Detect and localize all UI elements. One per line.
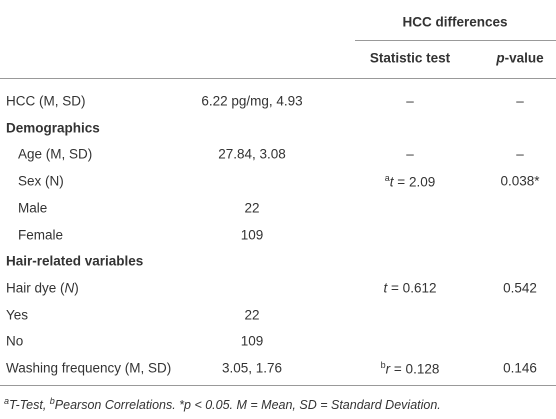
text-segment: = 0.612 [387, 280, 437, 296]
text-segment: ) [74, 280, 79, 296]
text-segment: a [384, 172, 390, 183]
row-label: HCC (M, SD) [6, 93, 86, 109]
text-segment: b [380, 359, 386, 370]
row-label: Demographics [6, 120, 100, 136]
row-label: Hair dye (N) [6, 280, 79, 295]
row-label: Male [18, 200, 48, 216]
p-cell: – [516, 146, 524, 162]
stat-cell: t = 0.612 [384, 280, 437, 295]
stat-cell: – [406, 93, 414, 109]
text-segment: = 2.09 [393, 174, 436, 190]
column-header: p-value [496, 51, 543, 66]
value-cell: 22 [244, 200, 260, 216]
rule [0, 78, 556, 79]
text-segment: t [389, 174, 394, 190]
row-label: Hair-related variables [6, 253, 144, 269]
row-label: Washing frequency (M, SD) [6, 360, 172, 376]
row-label: Female [18, 227, 64, 242]
text-segment: T-Test, [9, 398, 50, 413]
p-cell: 0.038* [500, 173, 540, 189]
text-segment: p [496, 50, 505, 66]
value-cell: 6.22 pg/mg, 4.93 [201, 93, 303, 109]
group-header: HCC differences [402, 14, 508, 30]
p-cell: 0.542 [503, 280, 537, 296]
text-segment: -value [504, 50, 544, 66]
rule [355, 40, 556, 41]
value-cell: 109 [240, 333, 264, 349]
text-segment: b [49, 395, 55, 406]
row-label: Yes [6, 307, 29, 323]
value-cell: 27.84, 3.08 [218, 146, 286, 162]
text-segment: a [4, 395, 10, 406]
value-cell: 109 [240, 227, 264, 242]
stat-cell: at = 2.09 [385, 173, 435, 190]
stat-cell: br = 0.128 [381, 360, 440, 377]
text-segment: r [385, 361, 391, 377]
row-label: Sex (N) [18, 173, 64, 189]
row-label: Age (M, SD) [18, 146, 93, 162]
p-cell: 0.146 [503, 360, 537, 376]
text-segment: Pearson Correlations. *p < 0.05. M = Mea… [54, 398, 441, 413]
column-header: Statistic test [369, 50, 451, 66]
text-segment: N [64, 280, 75, 296]
text-segment: = 0.128 [390, 361, 440, 377]
text-segment: Hair dye ( [6, 280, 65, 296]
value-cell: 3.05, 1.76 [221, 360, 283, 376]
stat-cell: – [406, 146, 414, 162]
text-segment: t [383, 280, 388, 296]
value-cell: 22 [244, 307, 260, 323]
p-cell: – [516, 93, 524, 109]
footnote: aT-Test, bPearson Correlations. *p < 0.0… [4, 396, 441, 412]
row-label: No [6, 333, 24, 349]
rule [0, 385, 556, 386]
